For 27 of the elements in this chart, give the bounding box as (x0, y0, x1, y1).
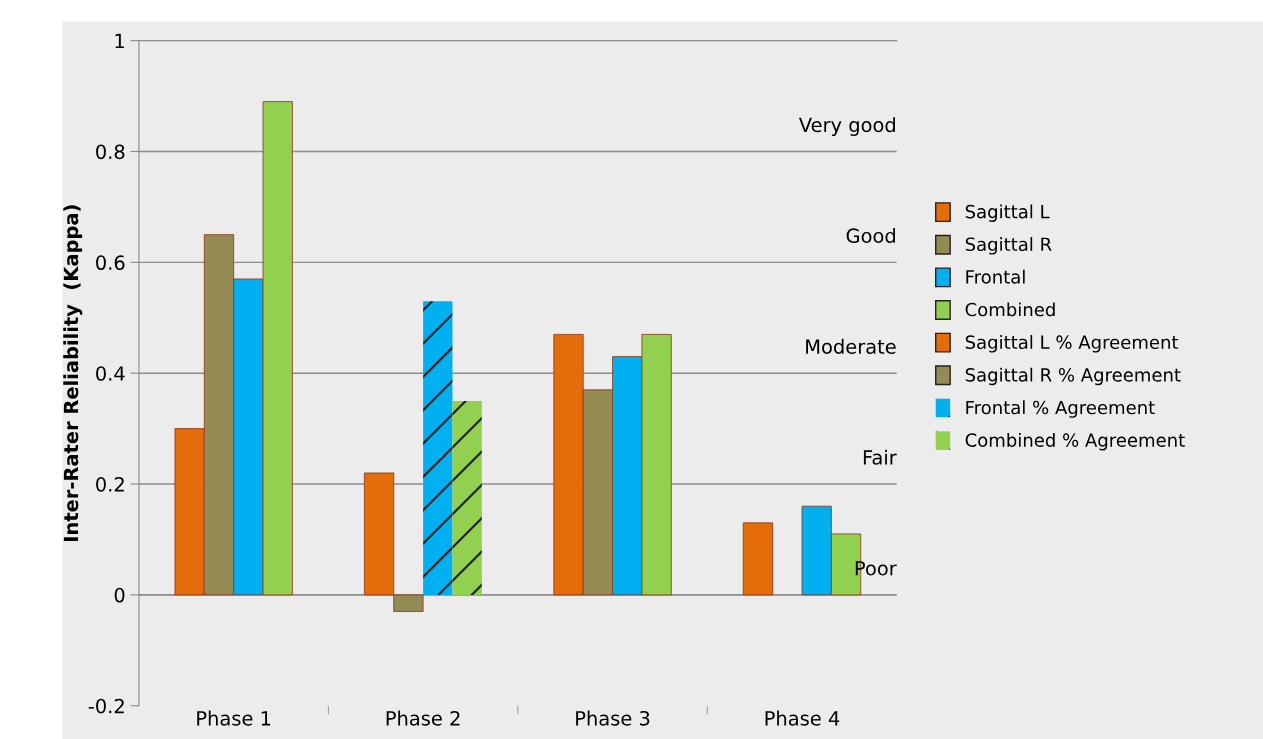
legend-label: Combined % Agreement (965, 432, 1185, 451)
ref-line-label: Moderate (806, 338, 896, 354)
y-tick-label: -0.2 (88, 698, 124, 714)
legend-label: Sagittal R (965, 237, 1052, 255)
legend-label: Frontal % Agreement (966, 400, 1155, 418)
legend-label: Sagittal L % Agreement (965, 335, 1179, 353)
y-tick-label: 0.4 (96, 366, 125, 381)
legend-label: Sagittal R % Agreement (965, 367, 1181, 386)
y-tick-label: 1 (115, 33, 124, 49)
legend-label: Sagittal L (965, 204, 1050, 222)
y-tick-label: 0 (114, 587, 125, 603)
legend-label: Combined (965, 302, 1055, 317)
legend-label: Frontal (966, 269, 1025, 284)
bar (452, 400, 482, 595)
bar (742, 522, 774, 596)
x-tick-label: Phase 2 (386, 710, 460, 726)
x-tick-label: Phase 4 (765, 710, 840, 726)
y-tick-label: 0.8 (96, 144, 125, 160)
y-axis-title: Inter-Rater Reliability (Kappa) (63, 205, 83, 541)
x-tick-label: Phase 3 (576, 710, 650, 726)
bar (423, 301, 453, 595)
ref-line-label: Good (846, 228, 895, 244)
y-tick-label: 0.6 (96, 255, 125, 271)
ref-line-label: Fair (863, 449, 897, 465)
y-tick-label: 0.2 (96, 477, 124, 492)
x-tick-label: Phase 1 (197, 710, 271, 726)
ref-line-label: Very good (798, 117, 895, 136)
